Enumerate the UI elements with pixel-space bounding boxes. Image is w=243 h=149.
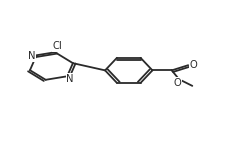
- Text: Cl: Cl: [53, 41, 62, 51]
- Text: O: O: [190, 60, 197, 70]
- Text: N: N: [28, 52, 35, 62]
- Text: O: O: [174, 78, 182, 88]
- Text: N: N: [66, 74, 74, 84]
